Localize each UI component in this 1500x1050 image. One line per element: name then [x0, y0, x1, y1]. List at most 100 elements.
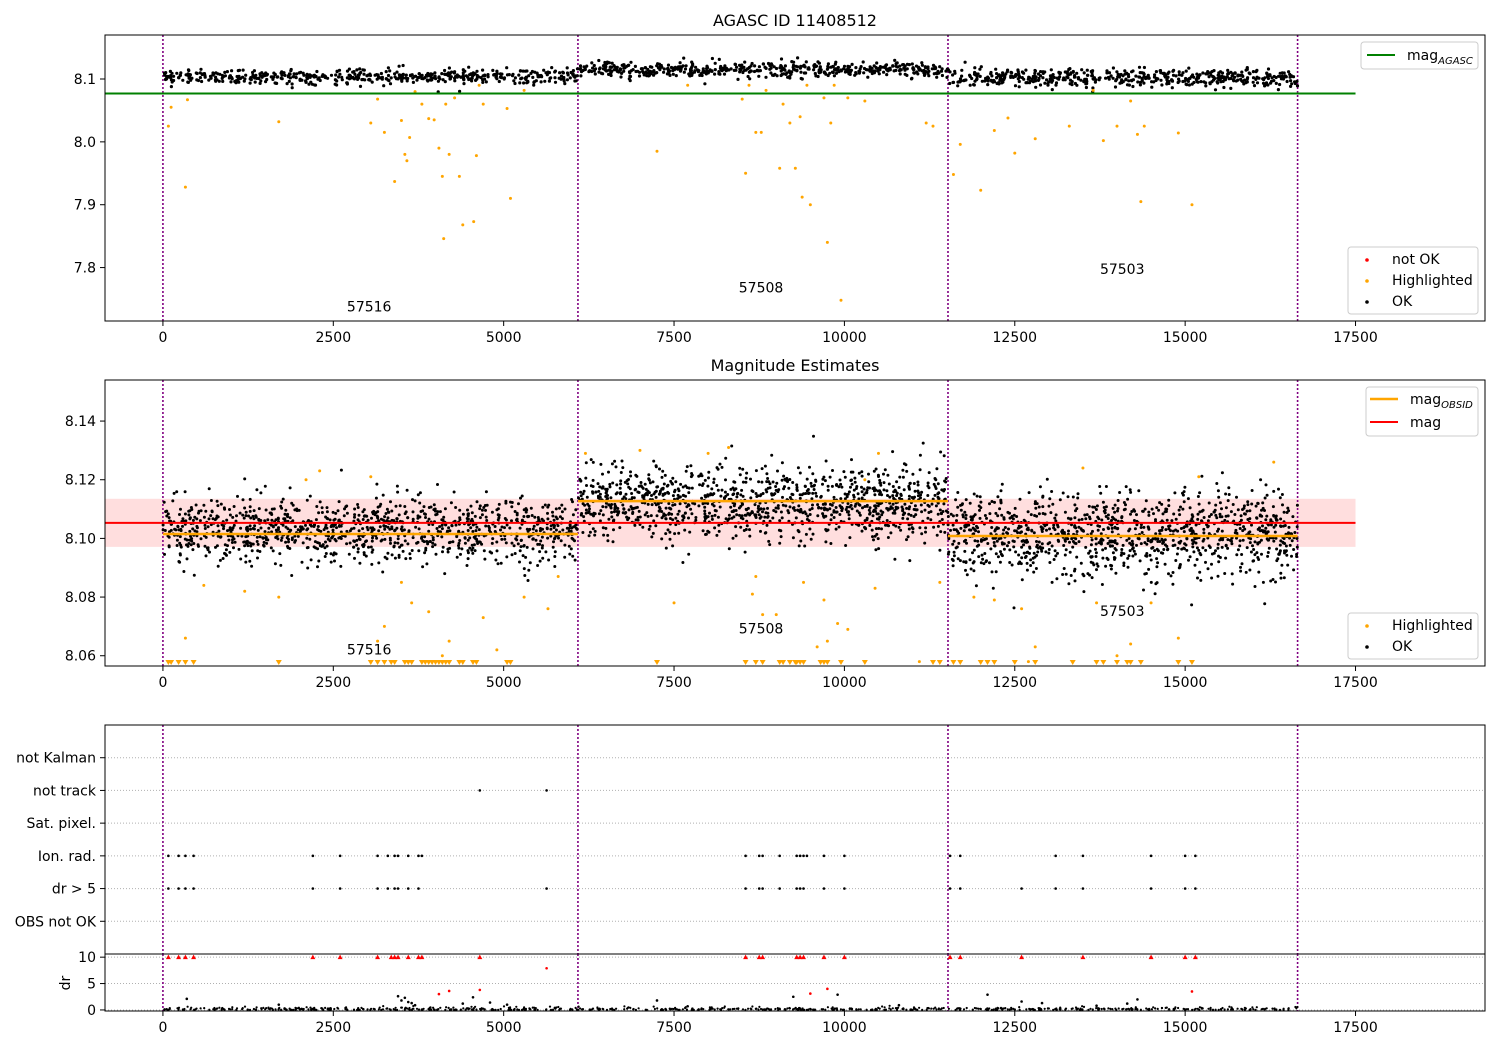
ok-point	[410, 549, 414, 552]
ok-point	[713, 72, 717, 76]
ok-point	[1279, 571, 1283, 575]
ok-point	[1266, 83, 1270, 87]
ok-point	[803, 484, 807, 488]
ok-point	[975, 494, 979, 498]
ok-point	[1034, 506, 1038, 510]
ok-point	[433, 74, 437, 78]
ok-point	[988, 502, 991, 506]
ok-point	[352, 77, 356, 81]
ok-point	[463, 541, 467, 545]
ok-point	[1082, 590, 1086, 594]
ok-point	[707, 530, 711, 534]
ok-point	[187, 68, 191, 73]
ok-point	[1062, 567, 1066, 570]
ok-point	[560, 517, 564, 521]
ok-point	[209, 499, 213, 502]
ok-point	[970, 76, 974, 81]
ok-point	[504, 541, 508, 545]
ok-point	[1044, 550, 1048, 554]
ok-point	[737, 506, 741, 510]
ok-point	[290, 86, 294, 90]
ok-point	[877, 547, 881, 551]
ok-point	[873, 69, 877, 73]
highlighted-point	[432, 118, 436, 122]
ok-point	[634, 518, 638, 522]
ok-point	[979, 500, 983, 504]
ok-point	[1115, 77, 1119, 81]
highlighted-point	[1135, 132, 1139, 136]
ok-point	[400, 77, 404, 81]
ok-point	[994, 511, 998, 515]
ok-point	[1025, 527, 1029, 531]
ok-point	[717, 71, 721, 75]
ok-point	[1096, 528, 1100, 532]
ok-point	[488, 550, 492, 554]
ok-point	[1263, 82, 1267, 86]
ok-point	[919, 493, 923, 497]
ok-point	[1130, 510, 1134, 513]
ok-point	[1132, 519, 1136, 522]
ok-point	[888, 495, 892, 499]
ok-point	[878, 515, 882, 519]
ok-point	[920, 532, 924, 536]
ok-point	[1138, 559, 1142, 563]
ok-point	[1045, 528, 1048, 532]
ok-point	[1061, 491, 1065, 495]
ok-point	[980, 553, 984, 557]
ok-point	[571, 554, 575, 558]
ok-point	[325, 506, 329, 510]
ok-point	[687, 516, 690, 520]
ok-point	[947, 550, 951, 554]
ok-point	[766, 515, 769, 519]
ok-point	[1102, 528, 1105, 531]
ok-point	[296, 528, 300, 532]
ok-point	[1182, 500, 1186, 504]
ok-point	[1111, 544, 1114, 548]
ok-point	[694, 65, 698, 69]
ok-point	[1220, 471, 1224, 475]
ok-point	[767, 539, 771, 543]
ok-point	[505, 66, 509, 70]
ok-point	[454, 523, 458, 527]
ok-point	[367, 545, 370, 549]
ok-point	[558, 515, 562, 519]
ok-point	[539, 80, 543, 84]
highlighted-point	[1067, 124, 1071, 128]
ok-point	[1113, 503, 1117, 507]
ok-point	[710, 517, 714, 521]
ok-point	[1191, 529, 1195, 533]
ok-point	[279, 538, 283, 542]
ok-point	[688, 530, 692, 534]
ok-point	[517, 502, 520, 506]
ok-point	[213, 78, 217, 82]
ok-point	[1284, 544, 1288, 548]
ok-point	[592, 511, 596, 515]
ok-point	[344, 505, 348, 509]
ok-point	[1099, 532, 1103, 536]
ok-point	[1156, 561, 1160, 565]
ok-point	[204, 554, 208, 558]
ok-point	[431, 538, 435, 542]
ok-point	[1287, 70, 1291, 74]
ok-point	[876, 69, 880, 73]
ok-point	[1174, 74, 1178, 78]
ok-point	[491, 537, 495, 541]
ok-point	[558, 71, 562, 75]
ok-point	[848, 505, 852, 509]
ok-point	[609, 73, 613, 78]
ok-point	[860, 496, 864, 500]
ok-point	[832, 516, 836, 519]
ok-point	[1007, 541, 1011, 544]
ok-point	[1076, 492, 1080, 496]
ok-point	[553, 76, 557, 80]
ok-point	[575, 527, 579, 531]
ok-point	[203, 75, 207, 79]
ok-point	[532, 83, 536, 87]
ok-point	[627, 478, 630, 481]
ok-point	[1253, 540, 1257, 544]
ok-point	[982, 562, 986, 566]
ok-point	[940, 512, 943, 516]
ok-point	[494, 558, 498, 562]
ok-point	[899, 492, 903, 496]
